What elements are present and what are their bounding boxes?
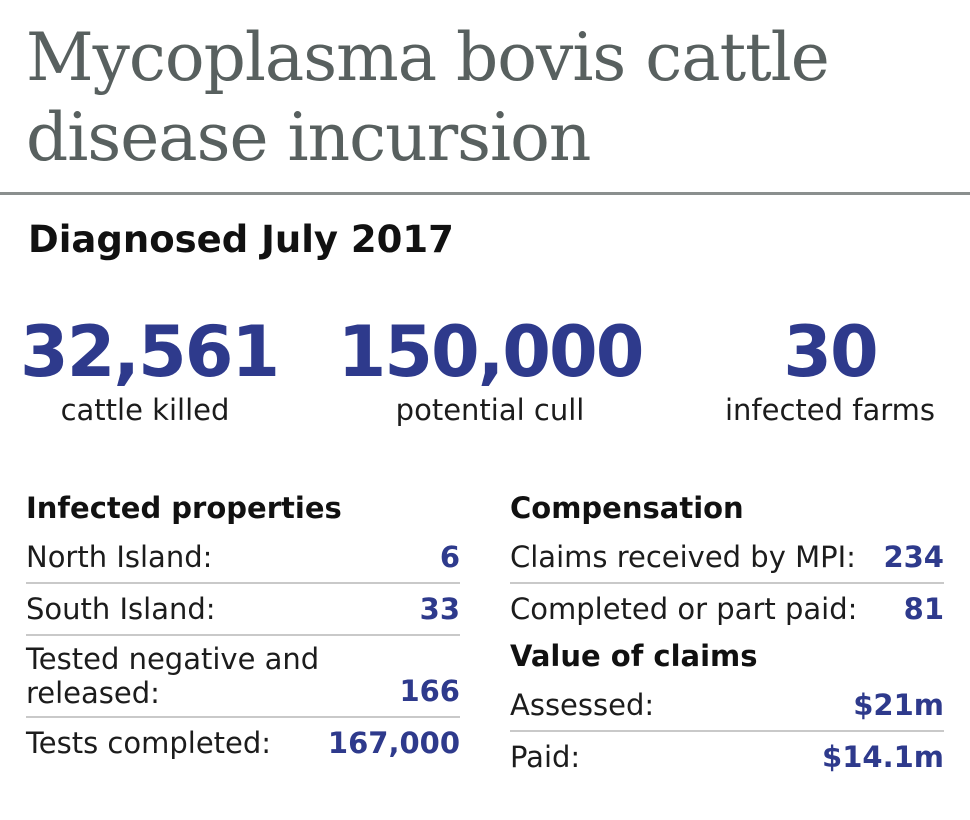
row-value: $21m	[853, 688, 944, 722]
row-value: 6	[439, 540, 460, 574]
table-row: South Island: 33	[26, 584, 460, 636]
row-value: 166	[399, 674, 460, 708]
stat-value: 150,000	[337, 311, 645, 393]
table-row: North Island: 6	[26, 532, 460, 584]
section-heading: Compensation	[510, 491, 744, 525]
stat-value: 30	[783, 311, 878, 393]
table-row: Completed or part paid: 81	[510, 584, 944, 634]
row-label: Tests completed:	[26, 726, 272, 760]
table-row: Claims received by MPI: 234	[510, 532, 944, 584]
row-label: Claims received by MPI:	[510, 540, 856, 574]
row-label: Tested negative and released:	[26, 642, 320, 710]
stat-value: 32,561	[20, 311, 280, 393]
row-label: North Island:	[26, 540, 213, 574]
row-label: South Island:	[26, 592, 216, 626]
row-value: $14.1m	[822, 740, 944, 774]
page-title: Mycoplasma bovis cattle disease incursio…	[26, 19, 830, 176]
table-row: Assessed: $21m	[510, 680, 944, 732]
stat-label: infected farms	[724, 393, 936, 427]
row-value: 234	[883, 540, 944, 574]
stat-cattle-killed: 32,561 cattle killed	[20, 311, 280, 428]
table-row: Tests completed: 167,000	[26, 718, 460, 768]
row-value: 167,000	[327, 726, 460, 760]
row-label: Paid:	[510, 740, 581, 774]
row-label: Completed or part paid:	[510, 592, 858, 626]
table-row: Tested negative and released: 166	[26, 636, 460, 718]
title-divider	[0, 192, 970, 195]
section-heading: Infected properties	[26, 491, 342, 525]
stat-infected-farms: 30 infected farms	[700, 312, 960, 428]
table-row: Paid: $14.1m	[510, 732, 944, 782]
stat-label: cattle killed	[60, 393, 230, 427]
subtitle: Diagnosed July 2017	[28, 218, 454, 261]
compensation-section: Compensation Claims received by MPI: 234…	[510, 488, 944, 782]
value-of-claims-heading: Value of claims	[510, 639, 758, 673]
stat-label: potential cull	[395, 393, 585, 427]
stat-potential-cull: 150,000 potential cull	[320, 312, 660, 428]
row-value: 81	[903, 592, 944, 626]
row-value: 33	[419, 592, 460, 626]
row-label: Assessed:	[510, 688, 655, 722]
infected-properties-section: Infected properties North Island: 6 Sout…	[26, 488, 460, 768]
